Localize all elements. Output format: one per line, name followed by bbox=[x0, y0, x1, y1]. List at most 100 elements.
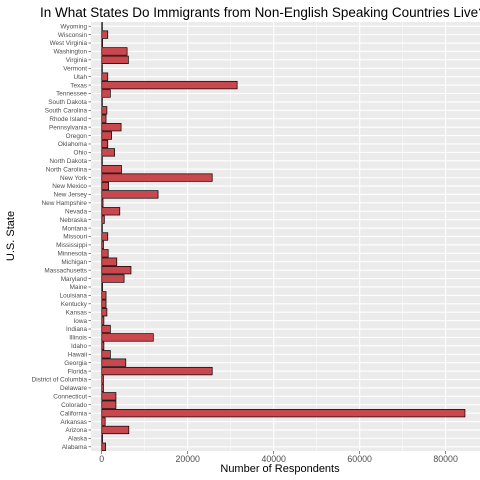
y-tick-label: Colorado bbox=[61, 402, 87, 409]
y-tick-label: Rhode Island bbox=[49, 116, 87, 123]
bar-west-virginia bbox=[102, 39, 103, 47]
y-tick-label: Delaware bbox=[60, 385, 87, 392]
bar-wisconsin bbox=[102, 31, 108, 39]
bar-california bbox=[102, 409, 465, 417]
y-tick-label: Oklahoma bbox=[58, 141, 88, 148]
bar-new-york bbox=[102, 174, 212, 182]
y-tick-label: District of Columbia bbox=[32, 377, 88, 384]
bar-florida bbox=[102, 367, 212, 375]
bar-kentucky bbox=[102, 300, 106, 308]
y-tick-label: Oregon bbox=[66, 133, 88, 140]
bar-indiana bbox=[102, 325, 111, 333]
bar-north-dakota bbox=[102, 157, 103, 165]
y-tick-label: Pennsylvania bbox=[49, 124, 87, 131]
y-tick-label: North Dakota bbox=[49, 158, 87, 165]
bar-rhode-island bbox=[102, 115, 106, 123]
y-tick-label: North Carolina bbox=[46, 166, 88, 173]
y-tick-label: Washington bbox=[53, 49, 87, 56]
bar-maryland bbox=[102, 275, 124, 283]
y-tick-label: Nevada bbox=[65, 208, 87, 215]
bar-delaware bbox=[102, 384, 104, 392]
y-tick-label: West Virginia bbox=[50, 40, 88, 47]
bar-virginia bbox=[102, 56, 129, 64]
bar-maine bbox=[102, 283, 103, 291]
y-tick-label: Michigan bbox=[61, 259, 87, 266]
bar-utah bbox=[102, 73, 108, 81]
x-tick-label: 0 bbox=[99, 454, 104, 464]
bar-vermont bbox=[102, 64, 103, 72]
y-tick-label: South Carolina bbox=[45, 108, 88, 115]
y-tick-label: Wyoming bbox=[60, 23, 87, 30]
bar-nebraska bbox=[102, 216, 105, 224]
bar-michigan bbox=[102, 258, 117, 266]
y-tick-label: Vermont bbox=[63, 65, 87, 72]
bar-colorado bbox=[102, 401, 116, 409]
bar-alaska bbox=[102, 435, 103, 443]
bar-arkansas bbox=[102, 418, 105, 426]
x-tick-label: 20000 bbox=[175, 454, 200, 464]
bar-louisiana bbox=[102, 292, 106, 300]
y-tick-label: Montana bbox=[62, 225, 87, 232]
bar-hawaii bbox=[102, 350, 111, 358]
bar-south-dakota bbox=[102, 98, 103, 106]
bar-minnesota bbox=[102, 250, 108, 258]
bar-missouri bbox=[102, 233, 108, 241]
y-tick-label: Nebraska bbox=[60, 217, 88, 224]
bar-new-hampshire bbox=[102, 199, 103, 207]
y-tick-label: Utah bbox=[74, 74, 88, 81]
bar-pennsylvania bbox=[102, 123, 121, 131]
bar-mississippi bbox=[102, 241, 104, 249]
y-tick-labels: AlabamaAlaskaArizonaArkansasCaliforniaCo… bbox=[32, 23, 91, 451]
bar-texas bbox=[102, 81, 237, 89]
y-tick-label: New Hampshire bbox=[42, 200, 88, 207]
bar-montana bbox=[102, 224, 103, 232]
y-tick-label: Arizona bbox=[65, 427, 87, 434]
y-tick-label: Connecticut bbox=[53, 394, 87, 401]
y-axis-label: U.S. State bbox=[5, 211, 17, 261]
bar-district-of-columbia bbox=[102, 376, 104, 384]
x-axis-label: Number of Respondents bbox=[220, 463, 340, 475]
y-tick-label: South Dakota bbox=[48, 99, 87, 106]
bar-washington bbox=[102, 48, 127, 56]
y-tick-label: New York bbox=[60, 175, 88, 182]
bar-illinois bbox=[102, 334, 154, 342]
y-tick-label: Alaska bbox=[68, 436, 88, 443]
y-tick-label: Iowa bbox=[74, 318, 88, 325]
y-tick-label: Arkansas bbox=[60, 419, 87, 426]
y-tick-label: Massachusetts bbox=[44, 267, 87, 274]
bar-south-carolina bbox=[102, 107, 107, 115]
bar-new-jersey bbox=[102, 191, 158, 199]
bar-iowa bbox=[102, 317, 104, 325]
y-tick-label: Alabama bbox=[62, 444, 88, 451]
y-tick-label: Kentucky bbox=[61, 301, 88, 308]
bar-connecticut bbox=[102, 393, 116, 401]
y-tick-label: Illinois bbox=[69, 335, 87, 342]
y-tick-label: Ohio bbox=[74, 150, 88, 157]
bar-new-mexico bbox=[102, 182, 109, 190]
chart-title: In What States Do Immigrants from Non-En… bbox=[40, 5, 480, 20]
x-tick-label: 60000 bbox=[347, 454, 372, 464]
y-tick-label: California bbox=[60, 410, 87, 417]
y-tick-label: Kansas bbox=[66, 309, 87, 316]
bar-north-carolina bbox=[102, 165, 122, 173]
bar-tennessee bbox=[102, 90, 111, 98]
y-tick-label: Idaho bbox=[71, 343, 87, 350]
y-tick-label: Maine bbox=[70, 284, 88, 291]
bar-georgia bbox=[102, 359, 126, 367]
bar-oregon bbox=[102, 132, 112, 140]
y-tick-label: Indiana bbox=[66, 326, 87, 333]
bar-wyoming bbox=[102, 22, 103, 30]
bar-oklahoma bbox=[102, 140, 108, 148]
x-tick-label: 80000 bbox=[433, 454, 458, 464]
bar-massachusetts bbox=[102, 266, 131, 274]
y-tick-label: New Mexico bbox=[52, 183, 87, 190]
y-tick-label: Minnesota bbox=[58, 251, 88, 258]
bar-ohio bbox=[102, 149, 115, 157]
y-tick-label: Missouri bbox=[63, 234, 87, 241]
y-tick-label: Virginia bbox=[66, 57, 88, 64]
y-tick-label: Georgia bbox=[64, 360, 87, 367]
bar-kansas bbox=[102, 308, 107, 316]
y-tick-label: Tennessee bbox=[56, 91, 87, 98]
y-tick-label: Florida bbox=[67, 368, 87, 375]
bar-idaho bbox=[102, 342, 104, 350]
